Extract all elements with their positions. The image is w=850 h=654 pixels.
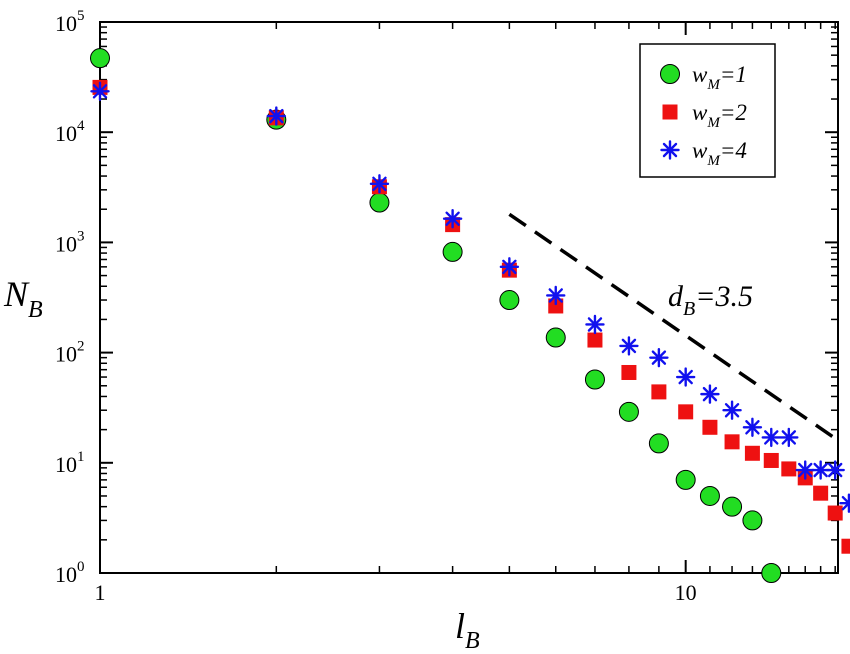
data-point [795,460,815,480]
data-point [722,400,742,420]
legend: wM=1 wM=2 wM=4 [639,43,776,178]
data-point [839,493,850,513]
data-point [827,505,843,521]
legend-entry-3: wM=4 [692,138,747,169]
data-point [584,369,605,390]
y-axis-label: NB [3,274,43,323]
data-point [678,404,694,420]
y-tick-label: 105 [55,8,85,36]
data-point [546,285,566,306]
data-point [619,336,639,356]
data-point [813,485,829,501]
data-point [761,563,782,583]
series-3 [90,81,850,513]
legend-marker [662,104,678,120]
data-point [499,257,520,277]
reference-slope-line [508,212,839,442]
y-tick-label: 100 [55,559,85,587]
data-point [499,290,520,311]
data-point [90,48,110,69]
legend-entry-1: wM=1 [692,62,747,93]
data-point [618,401,639,422]
data-point [825,460,845,480]
axis-tick-labels: 1 10 100 101 102 103 104 105 [55,8,697,605]
data-point [648,433,669,454]
x-tick-label: 1 [95,580,106,605]
data-point [742,510,763,531]
data-point [779,427,799,448]
data-point [442,241,463,262]
data-markers [90,48,850,583]
y-tick-label: 101 [55,449,85,477]
data-point [724,434,740,450]
data-point [700,384,720,404]
legend-marker [660,64,680,84]
data-point [587,332,603,348]
y-tick-label: 103 [55,228,85,256]
data-point [651,384,667,400]
data-point [699,485,720,506]
data-point [742,417,763,437]
data-point [90,81,110,102]
data-point [548,298,564,314]
x-tick-label: 10 [675,580,697,605]
data-point [841,538,850,554]
data-point [781,461,797,477]
data-point [744,445,760,461]
legend-marker [660,140,680,160]
data-point [585,314,605,335]
data-point [621,364,637,380]
data-point [649,347,669,368]
data-point [266,106,287,126]
data-point [722,496,743,517]
y-tick-label: 104 [55,118,85,146]
data-point [763,452,779,468]
reference-line-label: dB=3.5 [668,280,753,320]
data-point [675,469,696,490]
y-tick-label: 102 [55,339,85,367]
data-point [442,209,463,229]
legend-markers [660,64,680,160]
legend-entry-2: wM=2 [692,100,747,131]
data-point [761,427,781,448]
data-point [545,327,566,348]
x-axis-label: lB [455,606,480,654]
data-point [369,192,390,213]
plot-frame [99,21,839,574]
data-point [675,367,696,387]
data-point [369,174,390,194]
data-point [702,419,718,435]
